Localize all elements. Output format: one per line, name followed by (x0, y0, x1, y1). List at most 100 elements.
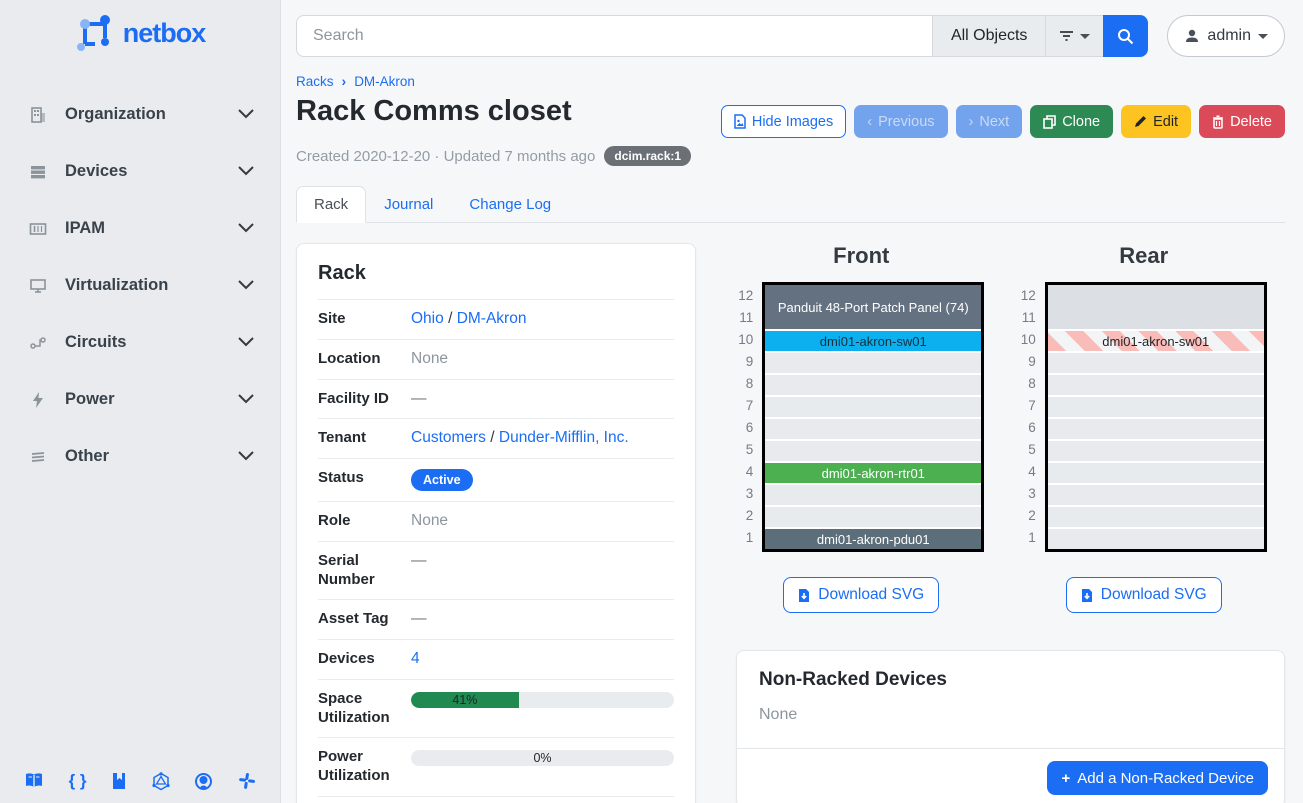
building-icon (28, 105, 48, 125)
counter-icon (28, 219, 48, 239)
rack-unit-empty (765, 373, 982, 395)
rack-device[interactable]: dmi01-akron-sw01 (765, 329, 982, 351)
table-row-role: Role None (318, 502, 674, 542)
unit-number: 7 (1028, 398, 1036, 413)
rack-info-card: Rack Site Ohio / DM-Akron Location None … (296, 243, 696, 803)
chevron-down-icon (238, 106, 254, 124)
unit-number: 8 (1028, 376, 1036, 391)
card-title: Non-Racked Devices (759, 669, 947, 690)
tab-change-log[interactable]: Change Log (469, 196, 552, 213)
copy-icon (1043, 114, 1056, 129)
global-search: All Objects (296, 15, 1149, 57)
rack-unit-empty (1047, 461, 1264, 483)
unit-number: 4 (745, 464, 754, 479)
delete-button[interactable]: Delete (1199, 105, 1285, 138)
search-icon (1118, 28, 1134, 44)
search-scope-button[interactable]: All Objects (931, 15, 1046, 57)
sidebar-item-circuits[interactable]: Circuits (0, 314, 280, 371)
rack-device[interactable]: dmi01-akron-pdu01 (765, 527, 982, 549)
elevation-title: Rear (1119, 243, 1169, 268)
sidebar-item-label: Power (65, 390, 115, 408)
table-row-location: Location None (318, 340, 674, 380)
add-non-racked-device-button[interactable]: + Add a Non-Racked Device (1047, 761, 1268, 795)
sidebar-item-virtualization[interactable]: Virtualization (0, 257, 280, 314)
graphql-icon[interactable] (152, 771, 170, 791)
action-buttons: Hide Images ‹ Previous › Next Clone Edit… (720, 105, 1285, 138)
user-name: admin (1207, 27, 1251, 44)
github-icon[interactable] (194, 772, 213, 791)
sidebar-item-label: Devices (65, 162, 128, 180)
unit-number: 7 (745, 398, 754, 413)
chevron-left-icon: ‹ (867, 113, 873, 130)
power-utilization-bar: 0% (411, 750, 674, 767)
sidebar-item-power[interactable]: Power (0, 371, 280, 428)
search-submit-button[interactable] (1103, 15, 1149, 57)
sidebar-item-devices[interactable]: Devices (0, 143, 280, 200)
non-racked-devices-card: Non-Racked Devices None + Add a Non-Rack… (736, 650, 1285, 803)
tab-journal[interactable]: Journal (384, 196, 434, 213)
table-row-devices: Devices 4 (318, 640, 674, 680)
netbox-logo[interactable]: netbox (0, 0, 280, 58)
hide-images-button[interactable]: Hide Images (720, 105, 847, 138)
rack-unit-empty (1047, 527, 1264, 549)
rear-elevation: Rear 12 11 10 9 8 7 6 5 4 3 2 1 dmi01-akron-sw01 Do… (1003, 243, 1286, 613)
bookmark-book-icon[interactable] (111, 772, 127, 790)
devices-count-link[interactable]: 4 (411, 650, 420, 667)
trash-icon (1213, 114, 1224, 129)
location-value: None (411, 349, 449, 367)
rack-elevation-front: Panduit 48-Port Patch Panel (74) dmi01-ak… (762, 282, 985, 552)
sidebar-item-organization[interactable]: Organization (0, 86, 280, 143)
unit-number: 1 (745, 530, 754, 545)
docs-icon[interactable] (24, 772, 44, 790)
search-input[interactable] (296, 15, 932, 57)
api-braces-icon[interactable]: { } (68, 771, 87, 790)
rack-unit-empty (1047, 417, 1264, 439)
edit-button[interactable]: Edit (1121, 105, 1192, 138)
netbox-logo-icon (76, 15, 110, 51)
left-column: Rack Site Ohio / DM-Akron Location None … (296, 243, 696, 803)
caret-down-icon (1080, 33, 1091, 39)
download-svg-button[interactable]: Download SVG (1065, 577, 1222, 613)
breadcrumb-link-site[interactable]: DM-Akron (354, 73, 415, 89)
clone-button[interactable]: Clone (1030, 105, 1114, 138)
rack-device[interactable]: dmi01-akron-sw01 (1047, 329, 1264, 351)
rack-device[interactable]: Panduit 48-Port Patch Panel (74) (765, 285, 982, 329)
server-icon (28, 162, 48, 182)
user-menu-button[interactable]: admin (1167, 15, 1285, 57)
unit-number: 5 (745, 442, 754, 457)
rack-device-ghost (1047, 285, 1264, 329)
rack-device[interactable]: dmi01-akron-rtr01 (765, 461, 982, 483)
tab-bar: Rack Journal Change Log (296, 186, 1285, 223)
chevron-down-icon (238, 277, 254, 295)
rack-unit-empty (765, 505, 982, 527)
chevron-down-icon (238, 163, 254, 181)
space-utilization-bar: 41% (411, 691, 674, 708)
download-svg-button[interactable]: Download SVG (783, 577, 940, 613)
breadcrumb-link-racks[interactable]: Racks (296, 73, 334, 89)
table-row-facility-id: Facility ID — (318, 380, 674, 420)
unit-number: 9 (745, 354, 754, 369)
serial-number-value: — (411, 551, 427, 569)
topbar: All Objects admin (296, 15, 1285, 57)
download-file-icon (1081, 588, 1092, 602)
asset-tag-value: — (411, 610, 427, 628)
monitor-icon (28, 276, 48, 296)
site-region-link[interactable]: Ohio (411, 310, 444, 327)
sidebar-item-label: Other (65, 447, 110, 465)
next-button[interactable]: › Next (955, 105, 1023, 138)
sidebar-item-other[interactable]: Other (0, 428, 280, 485)
tab-rack[interactable]: Rack (296, 186, 367, 223)
progress-fill (411, 691, 519, 708)
tenant-group-link[interactable]: Customers (411, 429, 486, 447)
unit-number: 5 (1028, 442, 1036, 457)
rack-unit-empty (1047, 439, 1264, 461)
tenant-link[interactable]: Dunder-Mifflin, Inc. (498, 429, 629, 447)
sidebar-item-ipam[interactable]: IPAM (0, 200, 280, 257)
search-filter-button[interactable] (1045, 15, 1104, 57)
table-row-status: Status Active (318, 459, 674, 502)
image-file-icon (734, 114, 746, 129)
slack-icon[interactable] (238, 772, 256, 790)
site-link[interactable]: DM-Akron (456, 310, 527, 327)
previous-button[interactable]: ‹ Previous (854, 105, 948, 138)
circuit-icon (28, 333, 48, 353)
